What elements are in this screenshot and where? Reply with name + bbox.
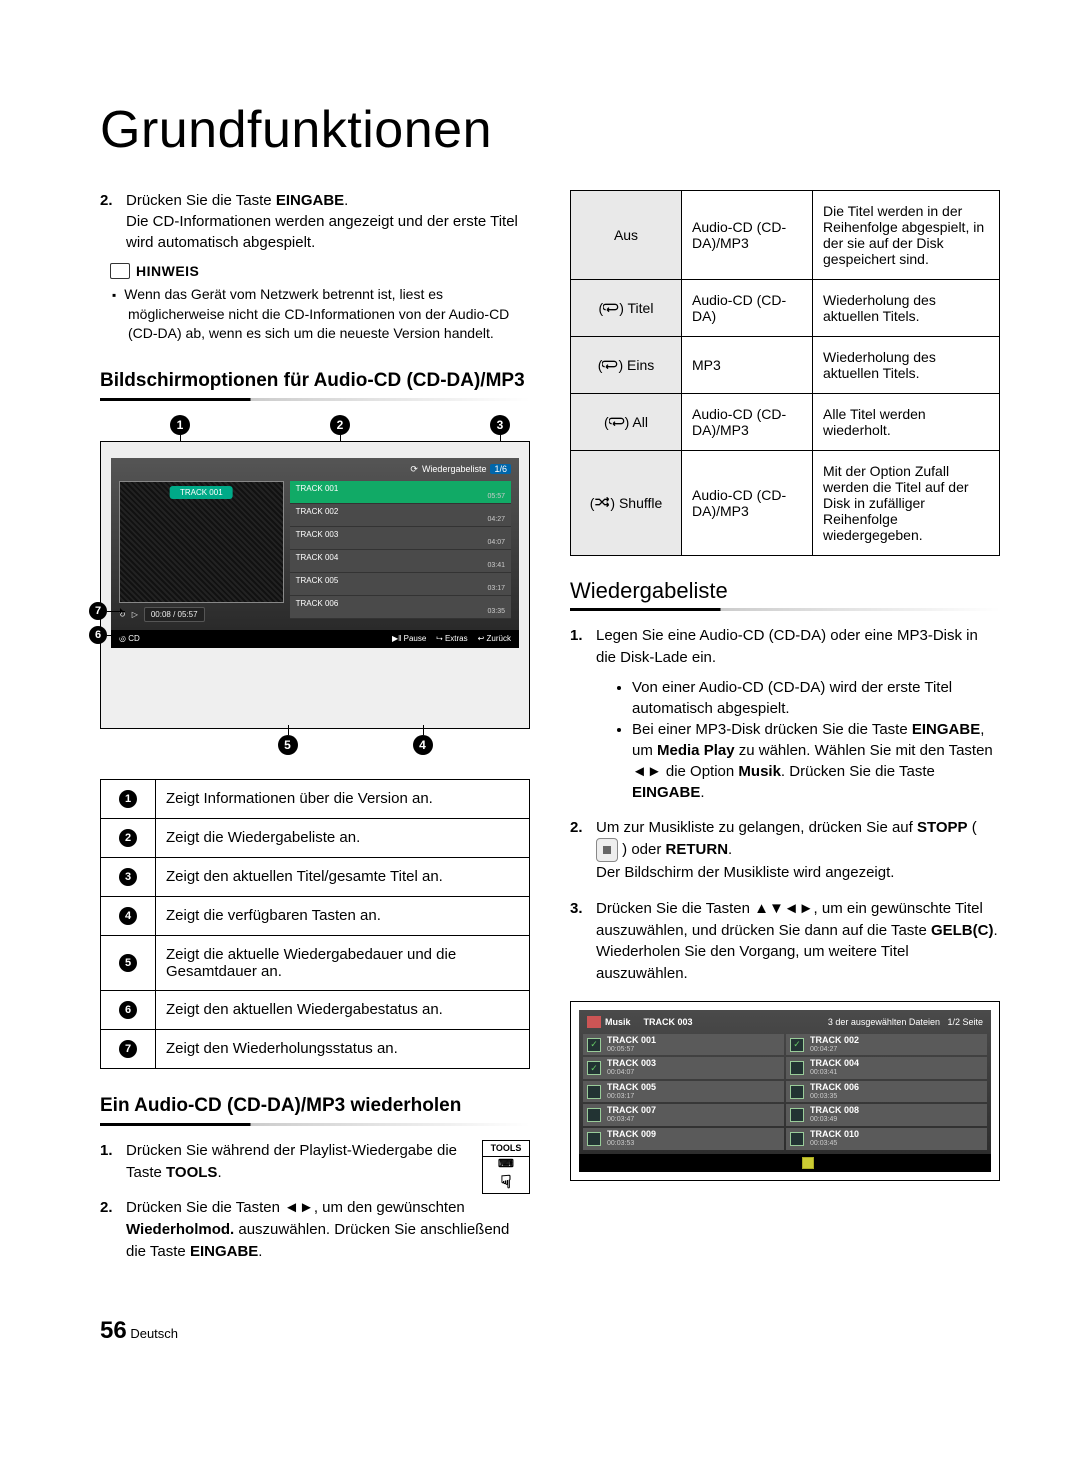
mode-media: Audio-CD (CD-DA) xyxy=(682,280,813,337)
playback-status: ↻ ▷ 00:08 / 05:57 xyxy=(119,607,284,622)
music-row: TRACK 00500:03:17 xyxy=(583,1081,784,1103)
mode-media: Audio-CD (CD-DA)/MP3 xyxy=(682,191,813,280)
track-list: TRACK 00105:57TRACK 00204:27TRACK 00304:… xyxy=(290,481,511,622)
legend-table: 1 Zeigt Informationen über die Version an… xyxy=(100,779,530,1069)
legend-text: Zeigt Informationen über die Version an. xyxy=(156,779,530,818)
tools-remote-icon: ⌨ xyxy=(483,1157,529,1173)
yellow-c-icon xyxy=(802,1157,814,1169)
section-repeat: Ein Audio-CD (CD-DA)/MP3 wiederholen xyxy=(100,1095,530,1117)
playlist-step-2: Um zur Musikliste zu gelangen, drücken S… xyxy=(570,817,1000,884)
section-playlist: Wiedergabeliste xyxy=(570,578,1000,604)
check-icon xyxy=(587,1085,601,1099)
playlist-bullet-1: Von einer Audio-CD (CD-DA) wird der erst… xyxy=(632,677,1000,719)
page-footer: 56 Deutsch xyxy=(100,1317,1000,1345)
callout-4: 4 xyxy=(413,735,433,755)
track-row: TRACK 00603:35 xyxy=(290,596,511,619)
note-list: Wenn das Gerät vom Netzwerk betrennt ist… xyxy=(100,285,530,344)
mode-name: () Titel xyxy=(571,280,682,337)
music-row: TRACK 00900:03:53 xyxy=(583,1128,784,1150)
mode-media: MP3 xyxy=(682,337,813,394)
callout-2: 2 xyxy=(330,415,350,435)
legend-num-2: 2 xyxy=(119,829,137,847)
mode-name: () All xyxy=(571,394,682,451)
callout-1: 1 xyxy=(170,415,190,435)
track-row: TRACK 00304:07 xyxy=(290,527,511,550)
player-footer: ◎ CD ▶‖ Pause ⮡ Extras ↩ Zurück xyxy=(111,630,519,648)
check-icon: ✓ xyxy=(587,1061,601,1075)
page-title: Grundfunktionen xyxy=(100,100,1000,160)
mode-desc: Mit der Option Zufall werden die Titel a… xyxy=(813,451,1000,556)
playlist-step-3: Drücken Sie die Tasten ▲▼◄►, um ein gewü… xyxy=(570,898,1000,985)
mode-name: () Shuffle xyxy=(571,451,682,556)
check-icon xyxy=(790,1085,804,1099)
legend-text: Zeigt die Wiedergabeliste an. xyxy=(156,818,530,857)
hand-icon: ☟ xyxy=(483,1173,529,1193)
callout-7: 7 xyxy=(89,602,107,620)
legend-num-4: 4 xyxy=(119,907,137,925)
callout-6: 6 xyxy=(89,626,107,644)
shuffle-icon xyxy=(594,496,610,508)
step-2: 2. Drücken Sie die Taste EINGABE. Die CD… xyxy=(100,190,530,253)
player-diagram: ⟳ Wiedergabeliste 1/6 TRACK 001 ↻ xyxy=(100,441,530,729)
note-header: HINWEIS xyxy=(110,263,530,279)
mode-desc: Die Titel werden in der Reihenfolge abge… xyxy=(813,191,1000,280)
track-row: TRACK 00403:41 xyxy=(290,550,511,573)
play-status-icon: ▷ xyxy=(132,610,138,619)
legend-text: Zeigt den aktuellen Wiedergabestatus an. xyxy=(156,990,530,1029)
mode-desc: Wiederholung des aktuellen Titels. xyxy=(813,280,1000,337)
callout-3: 3 xyxy=(490,415,510,435)
music-row: TRACK 00600:03:35 xyxy=(786,1081,987,1103)
tools-badge: TOOLS ⌨ ☟ xyxy=(482,1140,530,1194)
music-row: TRACK 00400:03:41 xyxy=(786,1057,987,1079)
legend-text: Zeigt die aktuelle Wiedergabedauer und d… xyxy=(156,935,530,990)
album-art: TRACK 001 xyxy=(119,481,284,603)
check-icon xyxy=(790,1061,804,1075)
check-icon: ✓ xyxy=(790,1038,804,1052)
callout-5: 5 xyxy=(278,735,298,755)
track-row: TRACK 00105:57 xyxy=(290,481,511,504)
legend-text: Zeigt den Wiederholungsstatus an. xyxy=(156,1029,530,1068)
check-icon xyxy=(790,1108,804,1122)
repeat-step-2: Drücken Sie die Tasten ◄►, um den gewüns… xyxy=(100,1197,530,1262)
legend-num-3: 3 xyxy=(119,868,137,886)
legend-text: Zeigt den aktuellen Titel/gesamte Titel … xyxy=(156,857,530,896)
check-icon: ✓ xyxy=(587,1038,601,1052)
mode-name: () Eins xyxy=(571,337,682,394)
note-label: HINWEIS xyxy=(136,263,199,279)
mode-desc: Alle Titel werden wiederholt. xyxy=(813,394,1000,451)
check-icon xyxy=(790,1132,804,1146)
music-row: ✓TRACK 00300:04:07 xyxy=(583,1057,784,1079)
music-row: TRACK 00700:03:47 xyxy=(583,1104,784,1126)
music-row: TRACK 00800:03:49 xyxy=(786,1104,987,1126)
legend-text: Zeigt die verfügbaren Tasten an. xyxy=(156,896,530,935)
legend-num-7: 7 xyxy=(119,1040,137,1058)
music-row: ✓TRACK 00200:04:27 xyxy=(786,1034,987,1056)
music-row: ✓TRACK 00100:05:57 xyxy=(583,1034,784,1056)
music-row: TRACK 01000:03:45 xyxy=(786,1128,987,1150)
track-row: TRACK 00503:17 xyxy=(290,573,511,596)
repeat-icon xyxy=(602,358,618,370)
repeat-modes-table: AusAudio-CD (CD-DA)/MP3Die Titel werden … xyxy=(570,190,1000,556)
legend-num-6: 6 xyxy=(119,1001,137,1019)
repeat-step-1: TOOLS ⌨ ☟ Drücken Sie während der Playli… xyxy=(100,1140,530,1184)
music-icon xyxy=(587,1016,601,1028)
mode-media: Audio-CD (CD-DA)/MP3 xyxy=(682,394,813,451)
playlist-step-1: Legen Sie eine Audio-CD (CD-DA) oder ein… xyxy=(570,625,1000,803)
repeat-icon xyxy=(609,415,625,427)
music-list-panel: Musik TRACK 003 3 der ausgewählten Datei… xyxy=(570,1001,1000,1181)
check-icon xyxy=(587,1108,601,1122)
playlist-bullet-2: Bei einer MP3-Disk drücken Sie die Taste… xyxy=(632,719,1000,803)
section-screen-options: Bildschirmoptionen für Audio-CD (CD-DA)/… xyxy=(100,370,530,392)
legend-num-1: 1 xyxy=(119,790,137,808)
legend-num-5: 5 xyxy=(119,954,137,972)
mode-media: Audio-CD (CD-DA)/MP3 xyxy=(682,451,813,556)
playlist-icon: ⟳ xyxy=(410,464,418,475)
track-row: TRACK 00204:27 xyxy=(290,504,511,527)
mode-desc: Wiederholung des aktuellen Titels. xyxy=(813,337,1000,394)
mode-name: Aus xyxy=(571,191,682,280)
note-icon xyxy=(110,263,130,279)
stop-button-icon xyxy=(596,838,618,862)
repeat-icon xyxy=(603,301,619,313)
check-icon xyxy=(587,1132,601,1146)
